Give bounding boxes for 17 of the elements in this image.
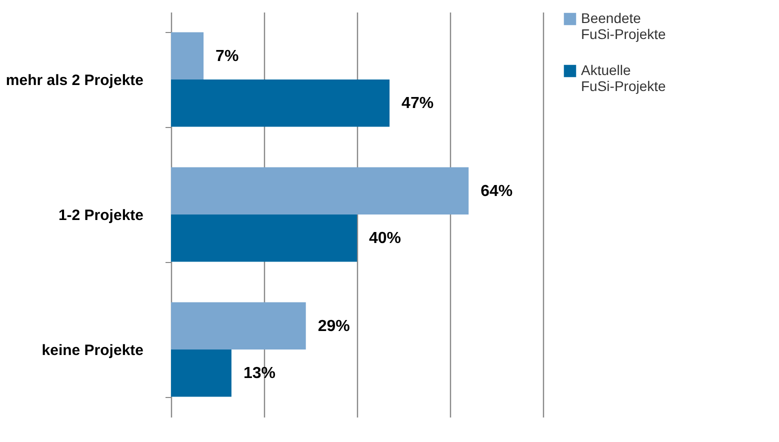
bar — [171, 214, 357, 262]
legend-label: Aktuelle FuSi-Projekte — [581, 62, 666, 94]
y-tick-label: 1-2 Projekte — [58, 207, 144, 224]
data-label: 7% — [216, 48, 239, 65]
bar — [171, 80, 390, 127]
y-tick-label: keine Projekte — [42, 342, 144, 359]
data-label: 29% — [318, 318, 350, 335]
bar — [171, 32, 204, 80]
data-label: 13% — [243, 365, 276, 382]
data-label: 64% — [480, 182, 513, 200]
bar — [171, 350, 232, 397]
legend-label: Beendete FuSi-Projekte — [581, 10, 666, 42]
data-label: 40% — [369, 230, 402, 248]
data-label: 47% — [402, 95, 434, 112]
bar — [171, 167, 469, 214]
y-tick-label: mehr als 2 Projekte — [6, 72, 144, 89]
bar — [171, 302, 306, 350]
